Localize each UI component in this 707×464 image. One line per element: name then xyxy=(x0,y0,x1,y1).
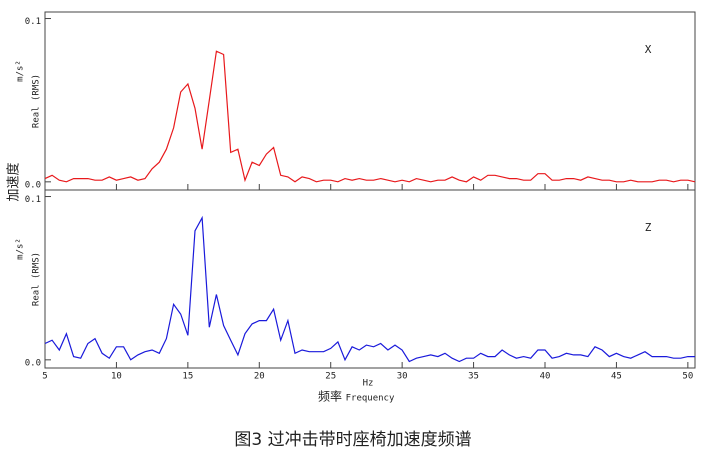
x-tick-label: 5 xyxy=(42,372,47,382)
x-tick-label: 20 xyxy=(254,372,265,382)
x-tick-label: 40 xyxy=(540,372,551,382)
x-tick-label: 15 xyxy=(182,372,193,382)
y-unit-label: m/s² xyxy=(16,238,26,260)
x-unit-label: Hz xyxy=(363,379,374,389)
plot-frame xyxy=(44,11,696,191)
x-axis-label: Frequency xyxy=(346,394,395,404)
x-tick-label: 50 xyxy=(682,372,693,382)
x-axis-label: 频率 xyxy=(318,389,342,404)
y-tick-label: 0.1 xyxy=(25,195,41,205)
data-line xyxy=(44,215,695,363)
annotation: Z xyxy=(645,221,652,234)
y-axis-label: Real (RMS) xyxy=(32,252,42,306)
x-tick-label: 10 xyxy=(111,372,122,382)
y-tick-label: 0.0 xyxy=(25,180,41,190)
y-tick-label: 0.0 xyxy=(25,358,41,368)
x-tick-label: 45 xyxy=(611,372,622,382)
annotation: X xyxy=(645,43,652,56)
x-tick-label: 30 xyxy=(397,372,408,382)
x-tick-label: 25 xyxy=(325,372,336,382)
y-axis-label: 加速度 xyxy=(6,162,22,201)
x-tick-label: 35 xyxy=(468,372,479,382)
y-tick-label: 0.1 xyxy=(25,17,41,27)
y-unit-label: m/s² xyxy=(16,60,26,82)
data-line xyxy=(44,50,696,183)
plot-frame xyxy=(44,189,696,369)
caption: 图3 过冲击带时座椅加速度频谱 xyxy=(234,430,471,450)
y-axis-label: Real (RMS) xyxy=(32,74,42,128)
